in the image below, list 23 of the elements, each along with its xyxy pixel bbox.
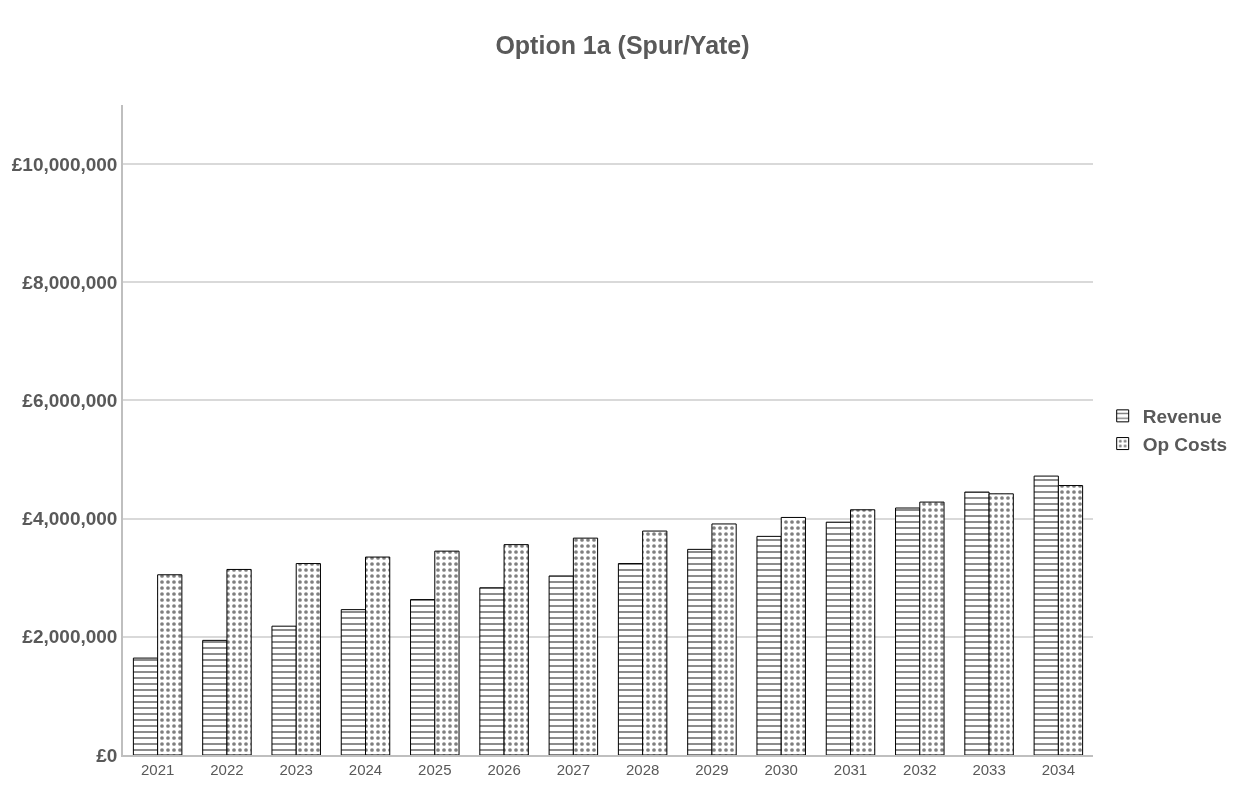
x-tick-label: 2022	[210, 760, 244, 778]
x-tick-label: 2033	[972, 760, 1006, 778]
chart-title: Option 1a (Spur/Yate)	[495, 30, 750, 59]
x-tick-label: 2029	[695, 760, 729, 778]
y-tick-label: £8,000,000	[22, 271, 118, 293]
x-tick-label: 2032	[903, 760, 937, 778]
y-tick-label: £4,000,000	[22, 508, 118, 530]
x-tick-label: 2027	[556, 760, 591, 778]
x-tick-label: 2028	[625, 760, 660, 778]
x-tick-label: 2031	[833, 760, 868, 778]
y-tick-label: £10,000,000	[11, 153, 118, 175]
y-tick-label: £6,000,000	[22, 390, 118, 412]
y-tick-label: £0	[96, 744, 118, 766]
x-tick-label: 2030	[764, 760, 798, 778]
x-tick-label: 2021	[140, 760, 175, 778]
x-tick-label: 2023	[279, 760, 313, 778]
y-tick-label: £2,000,000	[22, 626, 118, 648]
x-tick-label: 2026	[487, 760, 521, 778]
x-tick-label: 2024	[348, 760, 383, 778]
x-tick-label: 2034	[1041, 760, 1076, 778]
text: Op Costs	[1142, 433, 1228, 455]
x-tick-label: 2025	[418, 760, 452, 778]
text: Revenue	[1142, 406, 1222, 428]
